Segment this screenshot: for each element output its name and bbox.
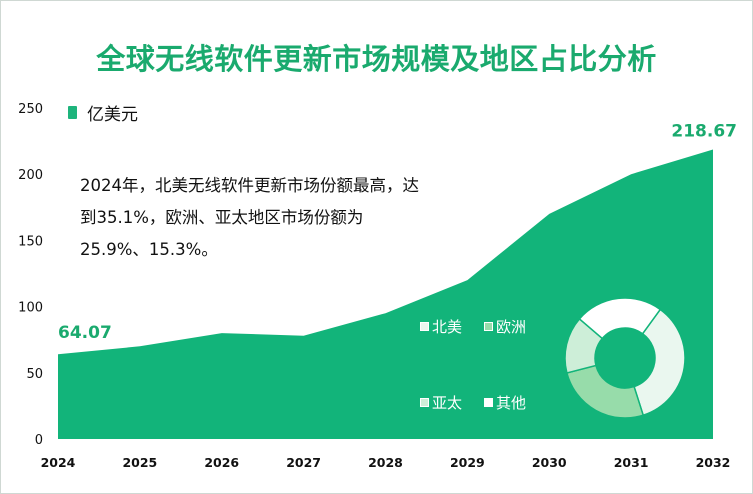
x-tick-label-5: 2029 — [450, 455, 485, 470]
y-tick-label-1: 50 — [26, 367, 43, 382]
pie-legend-swatch-3 — [484, 398, 493, 407]
x-tick-label-2: 2026 — [204, 455, 239, 470]
y-tick-label-3: 150 — [18, 234, 43, 249]
x-tick-label-7: 2031 — [614, 455, 649, 470]
legend-main: 亿美元 — [68, 100, 138, 125]
y-tick-label-2: 100 — [18, 301, 43, 316]
pie-legend-label-0: 北美 — [432, 318, 463, 336]
x-tick-label-6: 2030 — [532, 455, 567, 470]
legend-label: 亿美元 — [87, 105, 138, 125]
chart-title: 全球无线软件更新市场规模及地区占比分析 — [96, 42, 657, 76]
area-series — [58, 149, 713, 439]
x-tick-label-1: 2025 — [122, 455, 157, 470]
pie-legend-swatch-2 — [420, 398, 429, 407]
annotation-text: 2024年，北美无线软件更新市场份额最高，达到35.1%，欧洲、亚太地区市场份额… — [80, 176, 419, 259]
pie-legend-item-2: 亚太 — [420, 392, 462, 413]
y-tick-label-5: 250 — [18, 102, 43, 117]
x-tick-label-4: 2028 — [368, 455, 403, 470]
pie-legend-item-0: 北美 — [420, 316, 462, 337]
data-label-end: 218.67 — [671, 121, 737, 141]
x-tick-label-3: 2027 — [286, 455, 321, 470]
data-label-start: 64.07 — [58, 323, 112, 343]
pie-legend-label-1: 欧洲 — [496, 318, 527, 336]
pie-legend-label-3: 其他 — [496, 394, 527, 412]
pie-slice-1 — [565, 364, 645, 419]
pie-slice-3 — [578, 297, 662, 340]
pie-legend-label-2: 亚太 — [432, 394, 463, 412]
pie-legend-item-3: 其他 — [484, 392, 526, 413]
pie-legend-swatch-0 — [420, 322, 429, 331]
y-tick-label-4: 200 — [18, 168, 43, 183]
x-tick-label-0: 2024 — [41, 455, 76, 470]
pie-slice-0 — [633, 308, 686, 417]
pie-legend-item-1: 欧洲 — [484, 316, 526, 337]
x-tick-label-8: 2032 — [696, 455, 731, 470]
pie-legend-swatch-1 — [484, 322, 493, 331]
legend-swatch — [68, 106, 77, 119]
y-tick-label-0: 0 — [35, 433, 43, 448]
